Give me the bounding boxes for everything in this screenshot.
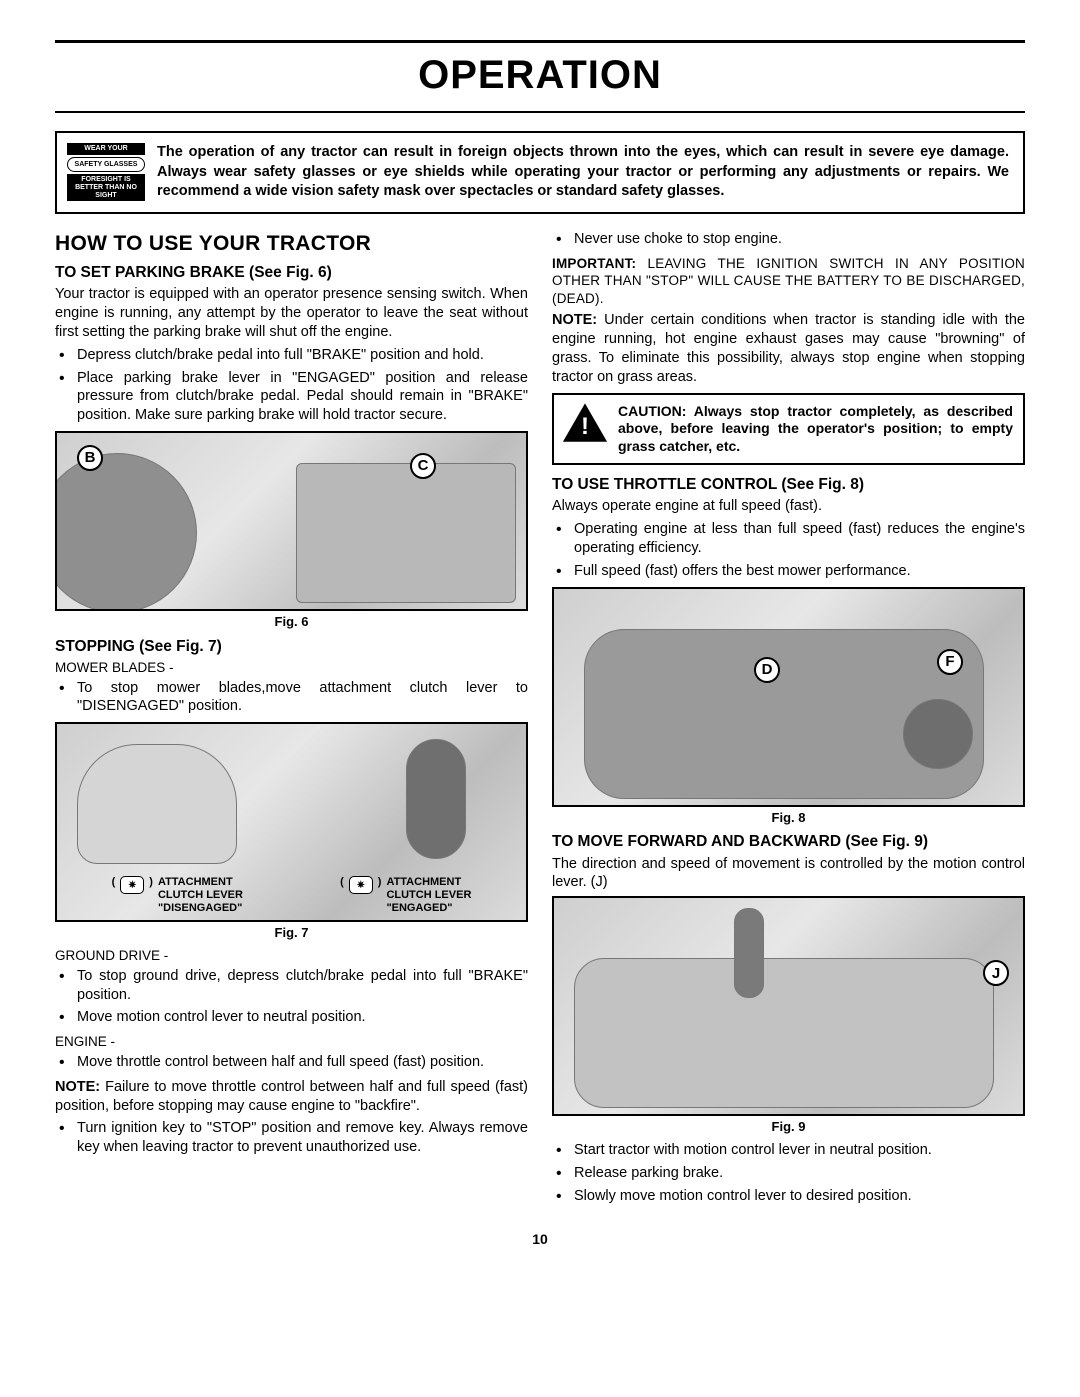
browning-note: NOTE: Under certain conditions when trac… — [552, 311, 1025, 386]
throttle-b2: Full speed (fast) offers the best mower … — [574, 562, 1025, 581]
throttle-intro: Always operate engine at full speed (fas… — [552, 497, 1025, 516]
move-b2: Release parking brake. — [574, 1164, 1025, 1183]
figure-8: D F — [552, 587, 1025, 807]
engine-list-1: Move throttle control between half and f… — [55, 1053, 528, 1072]
choke-list: Never use choke to stop engine. — [552, 230, 1025, 249]
badge-line-3: FORESIGHT IS BETTER THAN NO SIGHT — [67, 174, 145, 201]
move-heading: TO MOVE FORWARD AND BACKWARD (See Fig. 9… — [552, 832, 1025, 852]
parking-steps-list: Depress clutch/brake pedal into full "BR… — [55, 346, 528, 425]
figure-7: (✷) ATTACHMENT CLUTCH LEVER "DISENGAGED"… — [55, 722, 528, 922]
throttle-list: Operating engine at less than full speed… — [552, 520, 1025, 581]
figure-8-caption: Fig. 8 — [552, 810, 1025, 827]
parking-step-1: Depress clutch/brake pedal into full "BR… — [77, 346, 528, 365]
important-note: IMPORTANT: LEAVING THE IGNITION SWITCH I… — [552, 255, 1025, 308]
caution-box: CAUTION: Always stop tractor completely,… — [552, 393, 1025, 466]
two-column-layout: HOW TO USE YOUR TRACTOR TO SET PARKING B… — [55, 228, 1025, 1212]
right-column: Never use choke to stop engine. IMPORTAN… — [552, 228, 1025, 1212]
safety-glasses-badge: WEAR YOUR SAFETY GLASSES FORESIGHT IS BE… — [67, 143, 145, 202]
choke-note: Never use choke to stop engine. — [574, 230, 1025, 249]
engine-list-2: Turn ignition key to "STOP" position and… — [55, 1119, 528, 1157]
engine-label: ENGINE - — [55, 1033, 528, 1051]
fig7-label-left: (✷) ATTACHMENT CLUTCH LEVER "DISENGAGED" — [112, 876, 243, 914]
parking-intro-text: Your tractor is equipped with an operato… — [55, 285, 528, 342]
move-steps-list: Start tractor with motion control lever … — [552, 1141, 1025, 1206]
throttle-heading: TO USE THROTTLE CONTROL (See Fig. 8) — [552, 475, 1025, 495]
callout-d: D — [754, 657, 780, 683]
badge-line-2: SAFETY GLASSES — [67, 157, 145, 173]
clutch-engaged-icon: ✷ — [349, 876, 373, 894]
mower-blades-step: To stop mower blades,move attachment clu… — [77, 679, 528, 717]
badge-line-1: WEAR YOUR — [67, 143, 145, 155]
warning-triangle-icon — [562, 403, 608, 443]
page-title: OPERATION — [55, 43, 1025, 111]
callout-c: C — [410, 453, 436, 479]
callout-b: B — [77, 445, 103, 471]
ground-drive-list: To stop ground drive, depress clutch/bra… — [55, 967, 528, 1028]
parking-step-2: Place parking brake lever in "ENGAGED" p… — [77, 369, 528, 426]
figure-6: B C — [55, 431, 528, 611]
mower-blades-label: MOWER BLADES - — [55, 659, 528, 677]
ground-drive-label: GROUND DRIVE - — [55, 947, 528, 965]
engine-step-2: Turn ignition key to "STOP" position and… — [77, 1119, 528, 1157]
parking-brake-heading: TO SET PARKING BRAKE (See Fig. 6) — [55, 263, 528, 283]
safety-warning-text: The operation of any tractor can result … — [157, 143, 1009, 202]
callout-f: F — [937, 649, 963, 675]
caution-text: CAUTION: Always stop tractor completely,… — [618, 403, 1013, 456]
engine-note: NOTE: Failure to move throttle control b… — [55, 1078, 528, 1116]
figure-7-labels: (✷) ATTACHMENT CLUTCH LEVER "DISENGAGED"… — [57, 872, 526, 920]
figure-9-caption: Fig. 9 — [552, 1119, 1025, 1136]
figure-6-caption: Fig. 6 — [55, 614, 528, 631]
page-number: 10 — [55, 1230, 1025, 1248]
ground-step-2: Move motion control lever to neutral pos… — [77, 1008, 528, 1027]
mower-blades-list: To stop mower blades,move attachment clu… — [55, 679, 528, 717]
ground-step-1: To stop ground drive, depress clutch/bra… — [77, 967, 528, 1005]
move-intro: The direction and speed of movement is c… — [552, 855, 1025, 893]
clutch-disengaged-icon: ✷ — [120, 876, 144, 894]
stopping-heading: STOPPING (See Fig. 7) — [55, 637, 528, 657]
figure-9: J — [552, 896, 1025, 1116]
figure-7-caption: Fig. 7 — [55, 925, 528, 942]
how-to-use-heading: HOW TO USE YOUR TRACTOR — [55, 230, 528, 257]
safety-warning-box: WEAR YOUR SAFETY GLASSES FORESIGHT IS BE… — [55, 131, 1025, 214]
left-column: HOW TO USE YOUR TRACTOR TO SET PARKING B… — [55, 228, 528, 1212]
move-b1: Start tractor with motion control lever … — [574, 1141, 1025, 1160]
throttle-b1: Operating engine at less than full speed… — [574, 520, 1025, 558]
fig7-label-right: (✷) ATTACHMENT CLUTCH LEVER "ENGAGED" — [340, 876, 471, 914]
move-b3: Slowly move motion control lever to desi… — [574, 1187, 1025, 1206]
callout-j: J — [983, 960, 1009, 986]
engine-step-1: Move throttle control between half and f… — [77, 1053, 528, 1072]
mid-rule — [55, 111, 1025, 113]
